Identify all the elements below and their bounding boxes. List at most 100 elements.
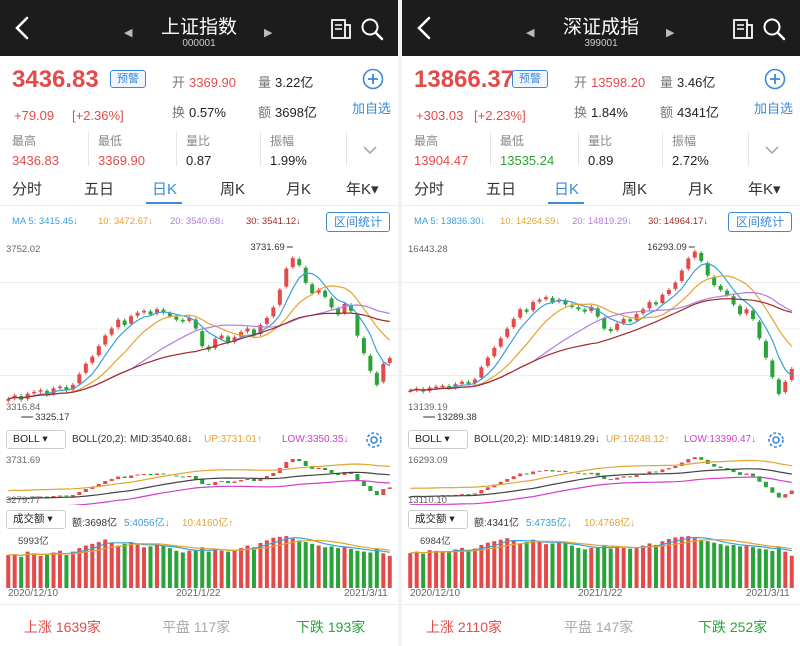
range-stats-button[interactable]: 区间统计 — [728, 212, 792, 232]
volume-bar — [96, 542, 101, 588]
boll-indicator-row: BOLL ▾ BOLL(20,2): MID:14819.29↓ UP:1624… — [402, 430, 800, 450]
alert-button[interactable]: 预警 — [512, 70, 548, 88]
candle-body — [699, 252, 704, 261]
back-arrow-icon[interactable] — [412, 13, 438, 43]
tab-five-day[interactable]: 五日 — [486, 181, 517, 198]
boll-mid-line — [8, 471, 390, 500]
boll-bottom-label: 3279.77 — [6, 495, 40, 505]
date-end: 2021/3/11 — [746, 588, 790, 599]
boll-up: UP:16248.12↑ — [606, 434, 670, 445]
tab-daily-k[interactable]: 日K — [152, 181, 178, 198]
back-arrow-icon[interactable] — [10, 13, 36, 43]
volume-bar — [582, 549, 587, 588]
candle-body — [783, 381, 788, 393]
volume-bar — [750, 547, 755, 588]
ma5-line — [8, 272, 391, 400]
current-price: 3436.83 — [12, 66, 99, 93]
boll-selector[interactable]: BOLL ▾ — [6, 430, 66, 449]
boll-candle — [355, 474, 360, 481]
candle-body — [148, 311, 153, 315]
volume-bar — [200, 547, 205, 588]
boll-candle — [64, 495, 69, 497]
tab-yearly-k[interactable]: 年K▾ — [748, 181, 781, 198]
volume-bar — [193, 549, 198, 588]
gear-icon[interactable] — [766, 430, 786, 450]
volume-bar — [692, 538, 697, 588]
boll-mid-line — [410, 468, 792, 498]
tab-weekly-k[interactable]: 周K — [220, 181, 246, 198]
boll-selector[interactable]: BOLL ▾ — [408, 430, 468, 449]
volume-ma5: 5:4056亿↓ — [124, 518, 170, 529]
volume-bar — [505, 538, 510, 588]
candle-body — [511, 318, 516, 328]
add-watchlist-button[interactable]: 加自选 — [352, 101, 392, 116]
candle-body — [174, 316, 179, 320]
boll-up-line — [410, 459, 792, 489]
search-icon[interactable] — [360, 17, 384, 41]
next-index-icon[interactable]: ▶ — [666, 27, 675, 39]
f10-icon[interactable] — [330, 17, 352, 41]
ma-legend: MA 5: 13836.30↓ 10: 14264.59↓ 20: 14819.… — [402, 210, 800, 232]
add-watchlist-icon[interactable] — [362, 68, 384, 90]
prev-index-icon[interactable]: ◀ — [124, 27, 133, 39]
gear-icon[interactable] — [364, 430, 384, 450]
ma30-line — [8, 312, 390, 400]
volume-bar — [109, 542, 114, 588]
candlestick-chart[interactable]: 16443.28 13139.19 16293.09 13289.38 — [402, 236, 800, 422]
tab-monthly-k[interactable]: 月K — [688, 181, 714, 198]
boll-candle — [511, 476, 516, 480]
volume-bar — [103, 539, 108, 588]
market-breadth: 上涨 1639家 平盘 117家 下跌 193家 — [0, 604, 398, 646]
tab-weekly-k[interactable]: 周K — [622, 181, 648, 198]
f10-icon[interactable] — [732, 17, 754, 41]
volume-bar — [427, 550, 432, 588]
candle-body — [634, 314, 639, 321]
next-index-icon[interactable]: ▶ — [264, 27, 273, 39]
volume-bar — [738, 546, 743, 588]
boll-candle — [148, 474, 153, 475]
tab-monthly-k[interactable]: 月K — [286, 181, 312, 198]
boll-chart: 16293.09 13110.10 — [408, 455, 794, 505]
volume-bar — [12, 554, 17, 588]
app-header: ◀ 深证成指 399001 ▶ — [402, 0, 800, 56]
boll-candle — [660, 469, 665, 473]
candlestick-chart[interactable]: 3752.02 3316.84 3731.69 3325.17 — [0, 236, 398, 422]
volume-selector[interactable]: 成交额 ▾ — [408, 510, 468, 529]
volume-selector[interactable]: 成交额 ▾ — [6, 510, 66, 529]
ma10-line — [410, 275, 793, 392]
boll-candle — [602, 475, 607, 480]
boll-candle — [258, 478, 263, 481]
tab-yearly-k[interactable]: 年K▾ — [346, 181, 379, 198]
volume-bar — [789, 555, 794, 588]
volume-bar — [239, 548, 244, 588]
axis-max-label: 16443.28 — [408, 244, 448, 255]
candle-body — [712, 276, 717, 286]
add-watchlist-icon[interactable] — [764, 68, 786, 90]
add-watchlist-button[interactable]: 加自选 — [754, 101, 794, 116]
tab-daily-k[interactable]: 日K — [554, 181, 580, 198]
candle-body — [679, 270, 684, 281]
tab-intraday[interactable]: 分时 — [414, 181, 445, 198]
range-stats-button[interactable]: 区间统计 — [326, 212, 390, 232]
unchanged-count: 平盘 117家 — [162, 619, 231, 635]
boll-mid: MID:14819.29↓ — [532, 434, 600, 445]
boll-param: BOLL(20,2): — [474, 434, 529, 445]
unchanged-count: 平盘 147家 — [564, 619, 634, 635]
boll-candle — [595, 472, 600, 476]
chevron-down-icon[interactable] — [764, 144, 780, 156]
low-mark-label: 3325.17 — [35, 412, 69, 422]
candle-body — [544, 297, 549, 300]
tab-five-day[interactable]: 五日 — [84, 181, 115, 198]
alert-button[interactable]: 预警 — [110, 70, 146, 88]
boll-candle — [744, 473, 749, 475]
chevron-down-icon[interactable] — [362, 144, 378, 156]
search-icon[interactable] — [762, 17, 786, 41]
boll-candle — [206, 484, 211, 485]
boll-candle — [297, 459, 302, 461]
volume-bar — [381, 553, 386, 588]
prev-index-icon[interactable]: ◀ — [526, 27, 535, 39]
volume-bar — [699, 539, 704, 588]
candle-body — [738, 305, 743, 315]
boll-candle — [361, 481, 366, 486]
tab-intraday[interactable]: 分时 — [12, 181, 43, 198]
